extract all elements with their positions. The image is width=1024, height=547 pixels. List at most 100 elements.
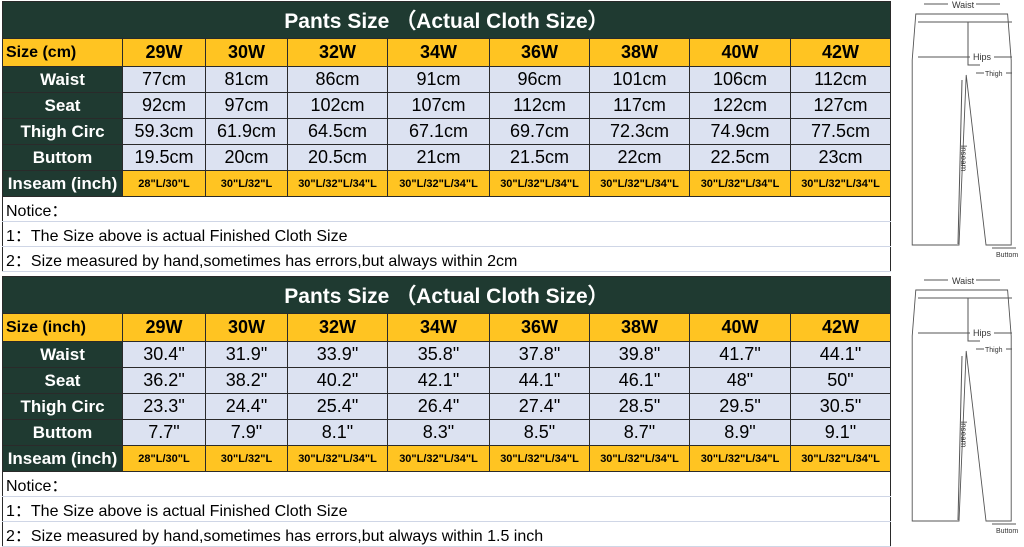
hips-label: Hips: [973, 52, 992, 62]
table-row: Thigh Circ 59.3cm 61.9cm 64.5cm 67.1cm 69.7cm…: [2, 118, 891, 145]
table-cell: 117cm: [589, 92, 690, 119]
pants-outline: [911, 289, 1012, 522]
size-header: 40W: [689, 38, 791, 67]
header-label: Size (inch): [2, 313, 123, 342]
table-cell: 50": [790, 367, 891, 394]
table-cell: 22.5cm: [689, 144, 791, 171]
table-cell: 81cm: [205, 66, 288, 93]
pants-diagram-top: Waist Hips Thigh Inseam Buttom: [911, 0, 1018, 258]
table-cell: 19.5cm: [122, 144, 206, 171]
notice-line: Notice：: [2, 471, 891, 497]
table-cell: 24.4": [205, 393, 288, 420]
table-cell: 46.1": [589, 367, 690, 394]
table-row: Waist 77cm 81cm 86cm 91cm 96cm 101cm 106cm 112cm: [2, 66, 891, 93]
pants-diagram-bottom: Waist Hips Thigh Inseam Buttom: [911, 276, 1018, 534]
table-cell: 44.1": [790, 341, 891, 368]
inseam-cell: 30"L/32"L: [205, 445, 288, 472]
table-cell: 7.9": [205, 419, 288, 446]
table-row: Waist 30.4" 31.9" 33.9" 35.8" 37.8" 39.8" 41.7"…: [2, 341, 891, 368]
table-cell: 28.5": [589, 393, 690, 420]
inseam-cell: 30"L/32"L/34"L: [790, 170, 891, 197]
thigh-label: Thigh: [985, 71, 1003, 78]
table-cell: 40.2": [287, 367, 388, 394]
inseam-cell: 30"L/32"L/34"L: [387, 170, 490, 197]
table-cell: 20.5cm: [287, 144, 388, 171]
table-cell: 74.9cm: [689, 118, 791, 145]
table-cell: 22cm: [589, 144, 690, 171]
table-row: Buttom 19.5cm 20cm 20.5cm 21cm 21.5cm 22cm 22.5…: [2, 144, 891, 171]
notice-line: 1：The Size above is actual Finished Clot…: [2, 221, 891, 247]
table-cell: 25.4": [287, 393, 388, 420]
inseam-row: Inseam (inch) 28"L/30"L 30"L/32"L 30"L/32"L…: [2, 170, 891, 197]
header-label: Size (cm): [2, 38, 123, 67]
size-header: 40W: [689, 313, 791, 342]
bottom-label: Buttom: [996, 252, 1018, 258]
table-cell: 39.8": [589, 341, 690, 368]
table-row: Buttom 7.7" 7.9" 8.1" 8.3" 8.5" 8.7" 8.9" 9.1": [2, 419, 891, 446]
table-cell: 107cm: [387, 92, 490, 119]
table-cell: 8.3": [387, 419, 490, 446]
inseam-cell: 30"L/32"L/34"L: [589, 445, 690, 472]
size-header: 36W: [489, 38, 590, 67]
inseam-cell: 30"L/32"L/34"L: [489, 170, 590, 197]
size-header: 32W: [287, 38, 388, 67]
table-cell: 20cm: [205, 144, 288, 171]
table-cell: 102cm: [287, 92, 388, 119]
table-cell: 23.3": [122, 393, 206, 420]
size-header: 42W: [790, 313, 891, 342]
table-cell: 23cm: [790, 144, 891, 171]
row-label: Buttom: [2, 144, 123, 171]
notice-line: 2：Size measured by hand,sometimes has er…: [2, 246, 891, 272]
table-cell: 8.5": [489, 419, 590, 446]
size-header: 42W: [790, 38, 891, 67]
table-cell: 112cm: [790, 66, 891, 93]
row-label: Thigh Circ: [2, 393, 123, 420]
row-label: Inseam (inch): [2, 445, 123, 472]
table-cell: 26.4": [387, 393, 490, 420]
inseam-cell: 30"L/32"L/34"L: [489, 445, 590, 472]
table-cell: 96cm: [489, 66, 590, 93]
pants-outline: [911, 13, 1012, 246]
table-cell: 101cm: [589, 66, 690, 93]
table-cell: 42.1": [387, 367, 490, 394]
thigh-label: Thigh: [985, 347, 1003, 354]
table-cell: 112cm: [489, 92, 590, 119]
size-header: 34W: [387, 313, 490, 342]
table-cell: 29.5": [689, 393, 791, 420]
table-cell: 77cm: [122, 66, 206, 93]
size-header: 30W: [205, 313, 288, 342]
inseam-cell: 30"L/32"L/34"L: [287, 170, 388, 197]
table-cell: 91cm: [387, 66, 490, 93]
size-header: 34W: [387, 38, 490, 67]
inseam-cell: 30"L/32"L: [205, 170, 288, 197]
waist-label: Waist: [952, 0, 975, 10]
table-cell: 35.8": [387, 341, 490, 368]
table-cell: 8.7": [589, 419, 690, 446]
table-cell: 59.3cm: [122, 118, 206, 145]
table-cell: 30.5": [790, 393, 891, 420]
table-row: Seat 36.2" 38.2" 40.2" 42.1" 44.1" 46.1" 48" 50": [2, 367, 891, 394]
row-label: Buttom: [2, 419, 123, 446]
table-title: Pants Size （Actual Cloth Size）: [2, 276, 891, 314]
table-cell: 127cm: [790, 92, 891, 119]
table-cell: 8.1": [287, 419, 388, 446]
waist-label: Waist: [952, 276, 975, 286]
table-cell: 7.7": [122, 419, 206, 446]
size-header: 29W: [122, 38, 206, 67]
table-cell: 92cm: [122, 92, 206, 119]
table-cell: 8.9": [689, 419, 791, 446]
table-cell: 61.9cm: [205, 118, 288, 145]
table-cell: 36.2": [122, 367, 206, 394]
table-cell: 69.7cm: [489, 118, 590, 145]
table-cell: 21.5cm: [489, 144, 590, 171]
size-header: 30W: [205, 38, 288, 67]
row-label: Seat: [2, 367, 123, 394]
notice-line: 2：Size measured by hand,sometimes has er…: [2, 521, 891, 547]
table-cell: 72.3cm: [589, 118, 690, 145]
table-cell: 86cm: [287, 66, 388, 93]
header-row: Size (cm) 29W 30W 32W 34W 36W 38W 40W 42W: [2, 38, 891, 67]
row-label: Seat: [2, 92, 123, 119]
hips-label: Hips: [973, 328, 992, 338]
table-cell: 33.9": [287, 341, 388, 368]
row-label: Inseam (inch): [2, 170, 123, 197]
